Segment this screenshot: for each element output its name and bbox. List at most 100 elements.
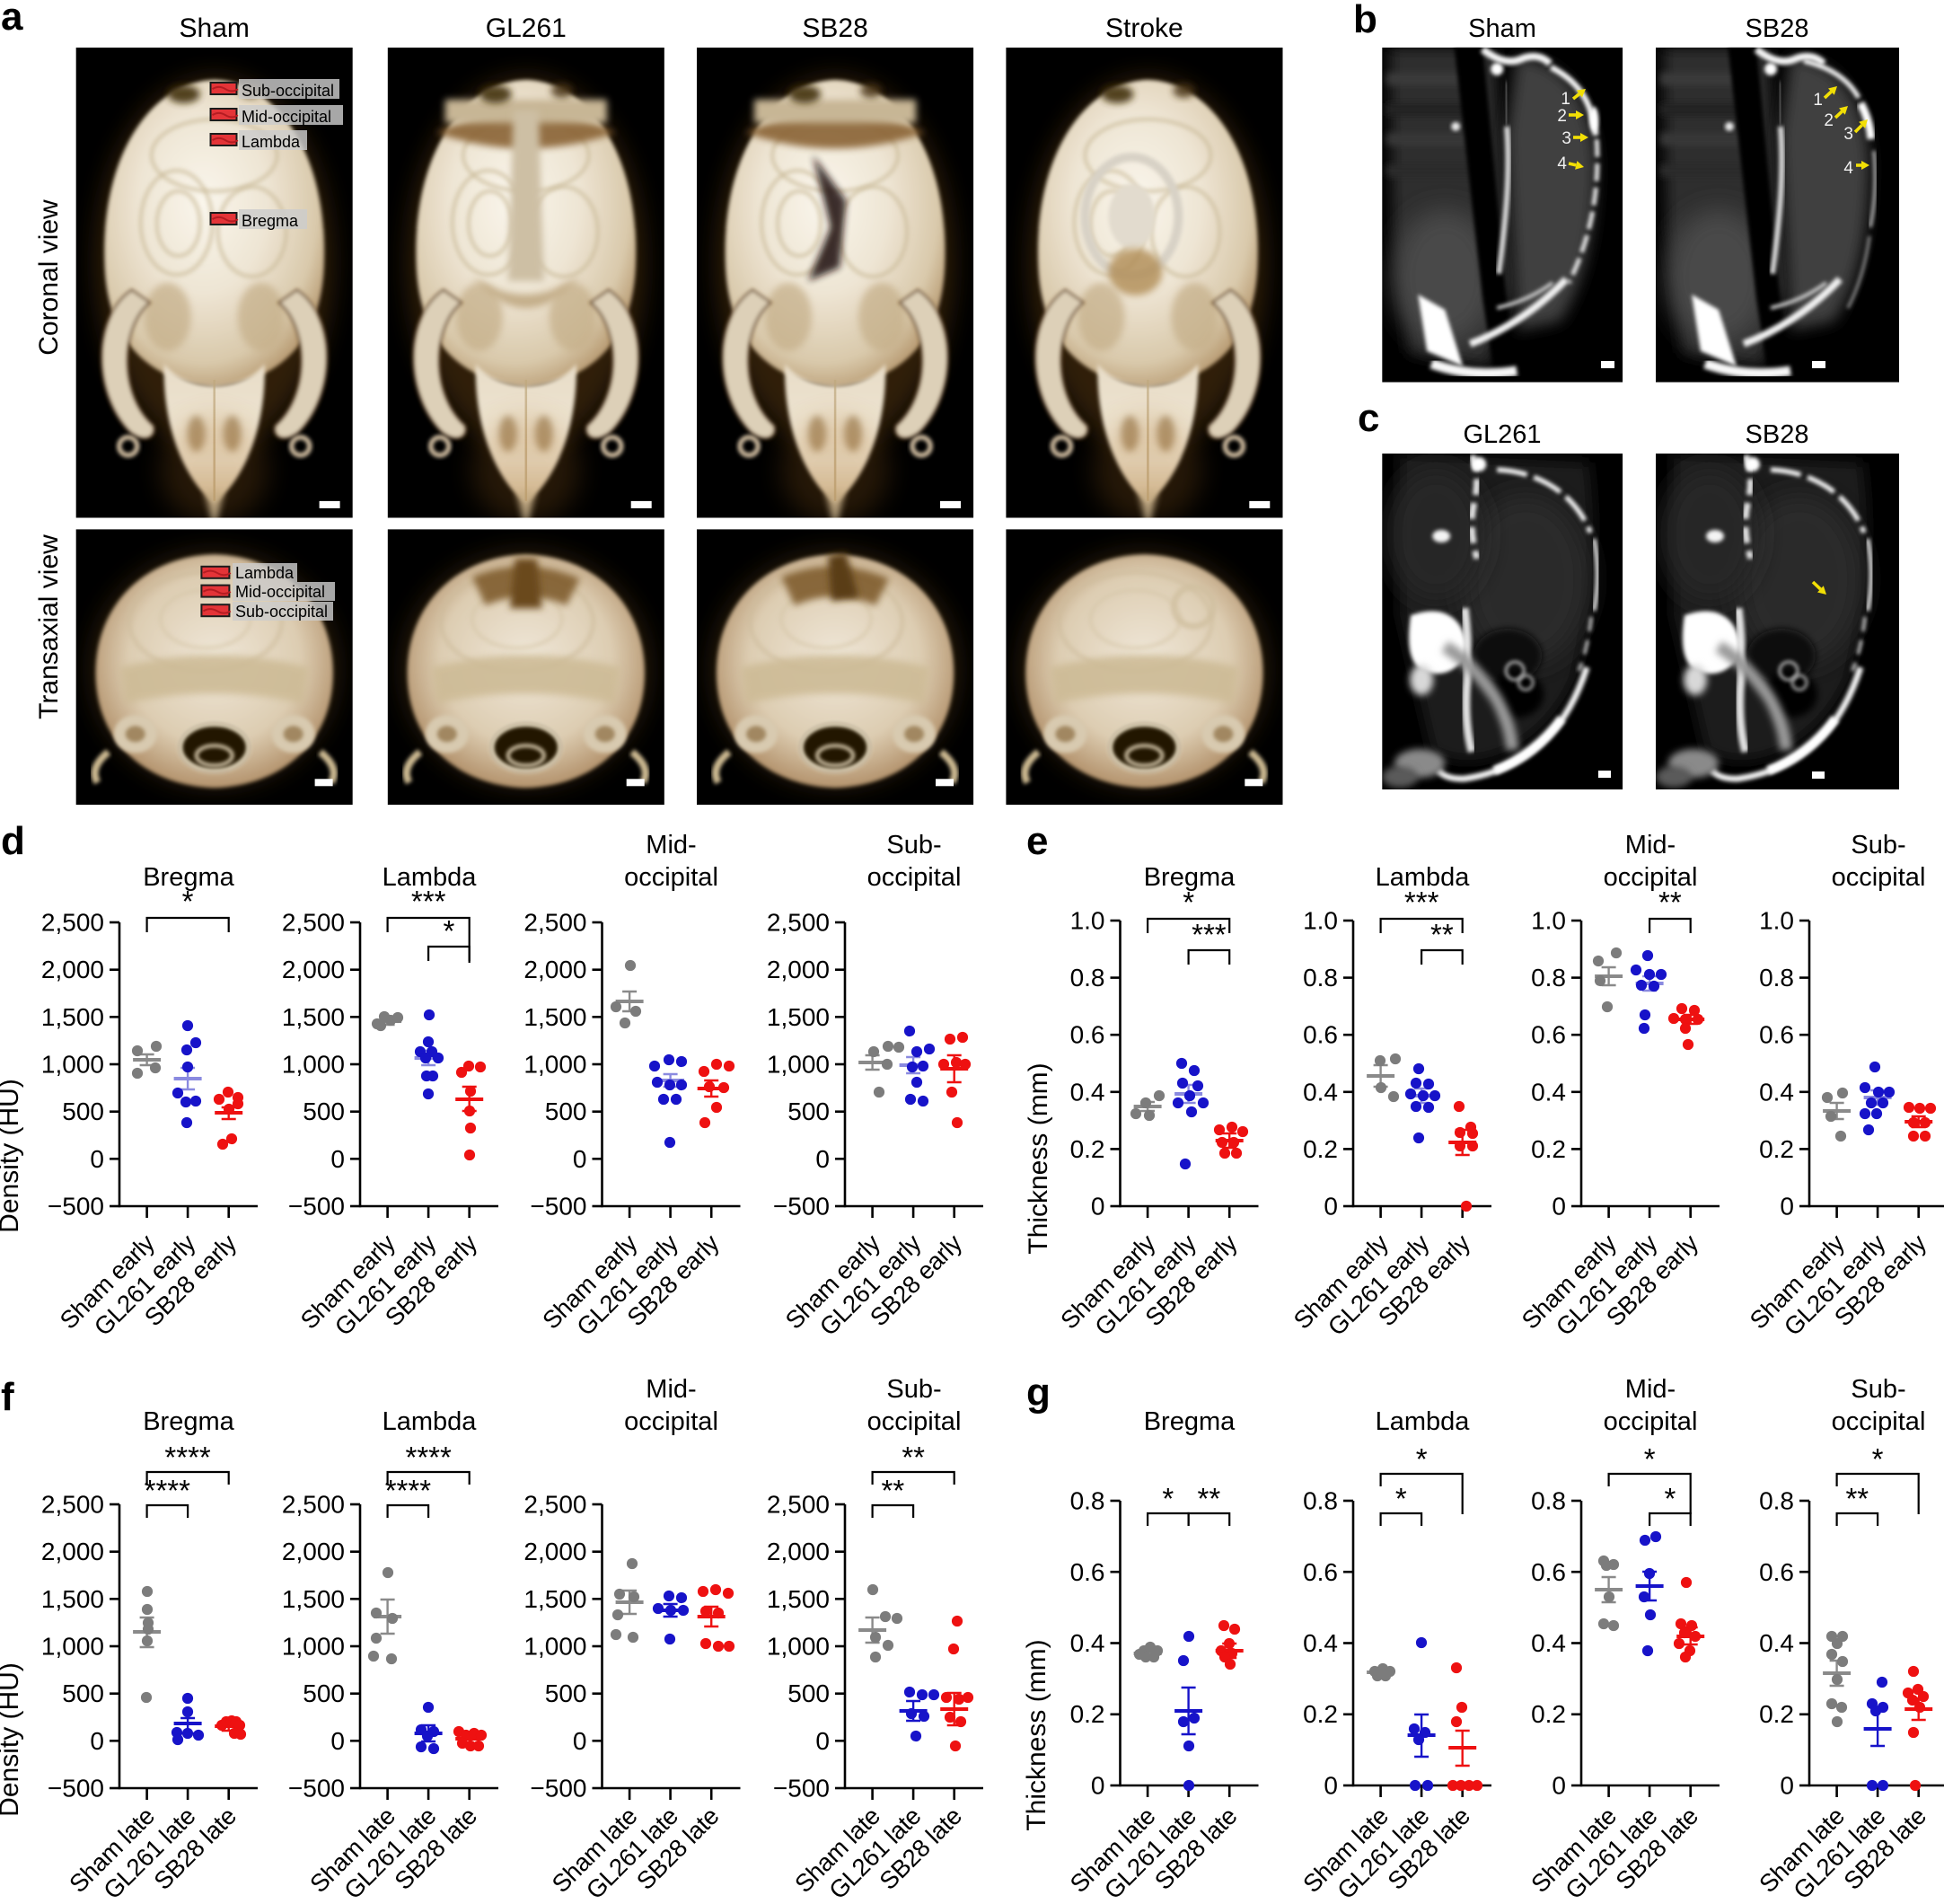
svg-text:0.8: 0.8 [1303, 964, 1338, 992]
svg-text:****: **** [145, 1474, 191, 1507]
svg-text:0.4: 0.4 [1303, 1078, 1338, 1106]
svg-text:2,500: 2,500 [282, 909, 345, 937]
svg-text:2,500: 2,500 [523, 1491, 586, 1519]
svg-text:**: ** [902, 1441, 925, 1474]
svg-text:*: * [1872, 1442, 1884, 1476]
svg-text:SB28: SB28 [1746, 14, 1809, 43]
svg-text:*: * [182, 885, 194, 918]
svg-text:0: 0 [1780, 1193, 1794, 1221]
svg-text:4: 4 [1557, 154, 1567, 173]
svg-text:0: 0 [1552, 1193, 1566, 1221]
svg-text:500: 500 [303, 1097, 345, 1125]
svg-text:1,000: 1,000 [767, 1051, 830, 1079]
svg-text:0: 0 [330, 1145, 345, 1173]
svg-text:2,500: 2,500 [767, 909, 830, 937]
svg-text:e: e [1026, 819, 1048, 863]
svg-text:2,000: 2,000 [282, 1538, 345, 1565]
svg-text:0: 0 [90, 1727, 104, 1755]
svg-text:2,000: 2,000 [282, 956, 345, 983]
svg-text:Bregma: Bregma [242, 212, 299, 230]
svg-text:Mid-: Mid- [646, 1375, 696, 1404]
svg-text:0.6: 0.6 [1070, 1021, 1105, 1049]
svg-text:3: 3 [1561, 129, 1571, 148]
svg-text:Mid-: Mid- [646, 831, 696, 859]
svg-text:0.4: 0.4 [1070, 1078, 1105, 1106]
svg-text:3: 3 [1843, 125, 1853, 144]
svg-text:**: ** [1658, 886, 1682, 919]
svg-text:0: 0 [1324, 1772, 1338, 1800]
svg-text:Lambda: Lambda [242, 133, 301, 151]
svg-text:0.6: 0.6 [1070, 1558, 1105, 1586]
svg-text:0.6: 0.6 [1531, 1558, 1566, 1586]
svg-text:Mid-: Mid- [1625, 1375, 1676, 1404]
svg-text:0: 0 [1324, 1193, 1338, 1221]
svg-text:0.2: 0.2 [1531, 1135, 1566, 1163]
svg-text:****: **** [406, 1441, 453, 1474]
svg-text:**: ** [1845, 1482, 1869, 1515]
svg-text:0.4: 0.4 [1759, 1078, 1794, 1106]
svg-text:0.8: 0.8 [1531, 1487, 1566, 1515]
svg-text:occipital: occipital [624, 1407, 718, 1436]
svg-text:1,000: 1,000 [282, 1051, 345, 1079]
svg-text:0: 0 [1780, 1772, 1794, 1800]
svg-text:Lambda: Lambda [383, 863, 478, 892]
svg-text:0.4: 0.4 [1759, 1629, 1794, 1657]
svg-text:occipital: occipital [867, 863, 962, 892]
svg-text:occipital: occipital [1832, 863, 1926, 892]
svg-text:Bregma: Bregma [143, 1407, 234, 1436]
svg-text:occipital: occipital [1604, 1407, 1698, 1436]
svg-text:Bregma: Bregma [1144, 863, 1236, 892]
svg-text:****: **** [164, 1441, 211, 1474]
svg-text:0.2: 0.2 [1759, 1700, 1794, 1728]
svg-text:2,500: 2,500 [523, 909, 586, 937]
svg-text:2,000: 2,000 [41, 1538, 104, 1565]
svg-text:−500: −500 [48, 1775, 104, 1803]
svg-text:0: 0 [815, 1727, 830, 1755]
svg-text:−500: −500 [288, 1193, 345, 1221]
svg-text:0.6: 0.6 [1303, 1021, 1338, 1049]
svg-text:0.8: 0.8 [1759, 964, 1794, 992]
svg-text:0.2: 0.2 [1531, 1700, 1566, 1728]
svg-text:b: b [1353, 0, 1377, 41]
svg-text:0.2: 0.2 [1303, 1700, 1338, 1728]
svg-text:0.4: 0.4 [1070, 1629, 1105, 1657]
svg-text:2: 2 [1824, 111, 1834, 130]
svg-text:2,000: 2,000 [523, 1538, 586, 1565]
svg-text:*: * [1416, 1442, 1428, 1476]
svg-text:0.8: 0.8 [1070, 1487, 1105, 1515]
svg-text:1,000: 1,000 [41, 1633, 104, 1661]
svg-text:0.2: 0.2 [1759, 1135, 1794, 1163]
svg-text:Sub-occipital: Sub-occipital [235, 603, 328, 621]
svg-text:1,500: 1,500 [767, 1003, 830, 1031]
svg-text:500: 500 [62, 1679, 104, 1707]
svg-text:0.8: 0.8 [1759, 1487, 1794, 1515]
svg-text:−500: −500 [530, 1193, 586, 1221]
svg-text:0: 0 [1091, 1193, 1105, 1221]
svg-text:2,000: 2,000 [767, 1538, 830, 1565]
svg-text:−500: −500 [288, 1775, 345, 1803]
svg-text:1,500: 1,500 [282, 1585, 345, 1613]
svg-text:SB28: SB28 [802, 13, 867, 43]
svg-text:0: 0 [573, 1145, 587, 1173]
svg-text:1,000: 1,000 [523, 1633, 586, 1661]
svg-text:f: f [1, 1375, 14, 1419]
svg-text:0.6: 0.6 [1759, 1021, 1794, 1049]
svg-text:0.8: 0.8 [1303, 1487, 1338, 1515]
svg-text:1,500: 1,500 [41, 1003, 104, 1031]
svg-text:500: 500 [545, 1679, 587, 1707]
svg-text:1,500: 1,500 [41, 1585, 104, 1613]
svg-text:Sub-occipital: Sub-occipital [242, 82, 334, 100]
svg-text:*: * [443, 914, 454, 948]
svg-text:500: 500 [787, 1679, 830, 1707]
svg-text:occipital: occipital [867, 1407, 962, 1436]
svg-text:***: *** [411, 885, 446, 918]
svg-text:0.4: 0.4 [1303, 1629, 1338, 1657]
svg-text:**: ** [882, 1474, 905, 1507]
svg-text:*: * [1183, 886, 1194, 919]
svg-text:1.0: 1.0 [1303, 907, 1338, 935]
svg-text:c: c [1358, 396, 1379, 440]
svg-text:500: 500 [62, 1097, 104, 1125]
svg-text:0.6: 0.6 [1759, 1558, 1794, 1586]
svg-text:1,000: 1,000 [523, 1051, 586, 1079]
svg-text:500: 500 [545, 1097, 587, 1125]
